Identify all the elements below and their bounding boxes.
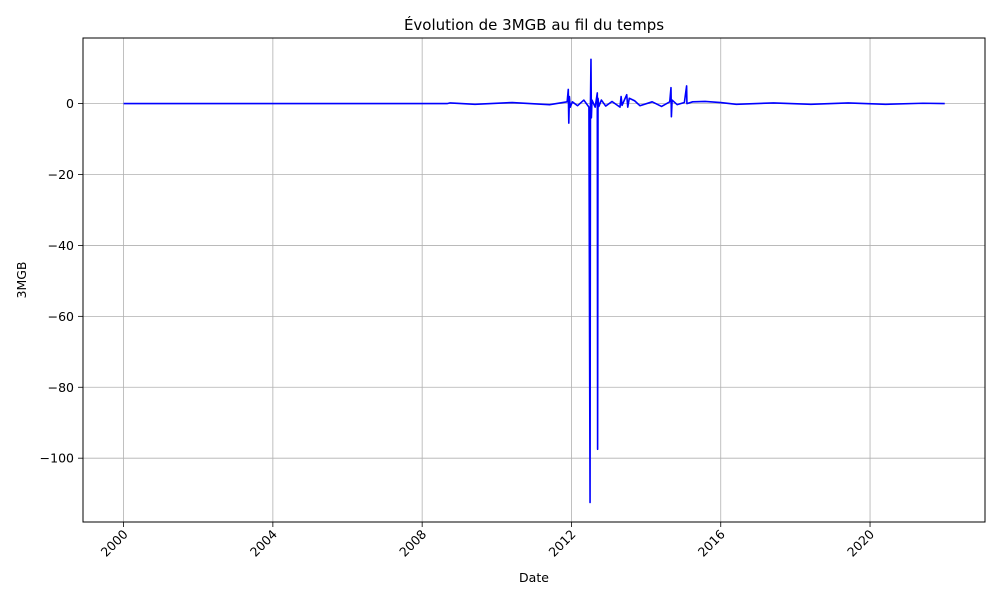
y-tick-label: −40 <box>48 238 74 253</box>
y-tick-label: −100 <box>40 451 74 466</box>
plot-frame <box>82 37 986 523</box>
x-axis-label: Date <box>519 570 549 585</box>
y-tick-label: −80 <box>48 380 74 395</box>
chart-title: Évolution de 3MGB au fil du temps <box>404 15 664 34</box>
y-tick-label: −60 <box>48 309 74 324</box>
y-axis: 0 −20 −40 −60 −80 −100 <box>40 96 83 466</box>
y-tick-label: 0 <box>66 96 74 111</box>
y-axis-label: 3MGB <box>14 262 29 299</box>
series-layer <box>123 58 945 504</box>
series-line <box>123 58 945 504</box>
y-tick-label: −20 <box>48 167 74 182</box>
